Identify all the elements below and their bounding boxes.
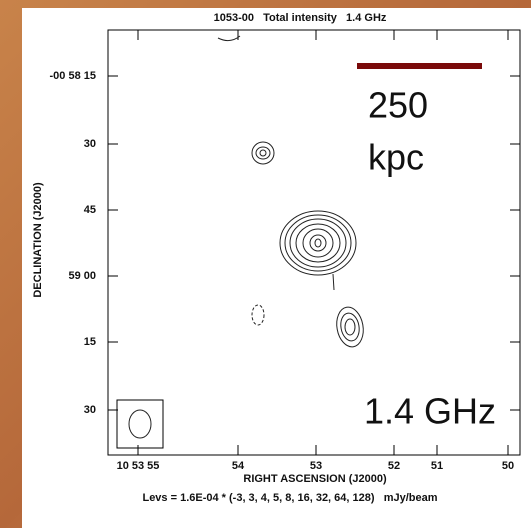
y-tick-label: 30 — [84, 138, 96, 150]
x-tick-label: 53 — [310, 460, 322, 472]
y-tick-label: 15 — [84, 336, 96, 348]
frequency-label: 1.4 GHz — [364, 391, 496, 432]
levels-note: Levs = 1.6E-04 * (-3, 3, 4, 5, 8, 16, 32… — [142, 492, 437, 504]
scale-unit: kpc — [368, 137, 424, 178]
y-tick-label: 59 00 — [68, 270, 96, 282]
x-tick-label: 52 — [388, 460, 400, 472]
y-tick-label: -00 58 15 — [50, 70, 96, 82]
y-tick-label: 45 — [84, 204, 96, 216]
y-tick-label: 30 — [84, 404, 96, 416]
x-tick-label: 50 — [502, 460, 514, 472]
x-axis-label: RIGHT ASCENSION (J2000) — [243, 473, 387, 485]
title: 1053-00 Total intensity 1.4 GHz — [214, 12, 387, 24]
panel — [22, 8, 531, 528]
x-tick-label: 54 — [232, 460, 245, 472]
y-axis-label: DECLINATION (J2000) — [32, 182, 44, 298]
scale-bar — [357, 63, 482, 69]
x-tick-label: 10 53 55 — [117, 460, 160, 472]
x-tick-label: 51 — [431, 460, 443, 472]
scale-size: 250 — [368, 85, 428, 126]
screenshot: 1053-00 Total intensity 1.4 GHz -00 58 1… — [0, 0, 531, 528]
